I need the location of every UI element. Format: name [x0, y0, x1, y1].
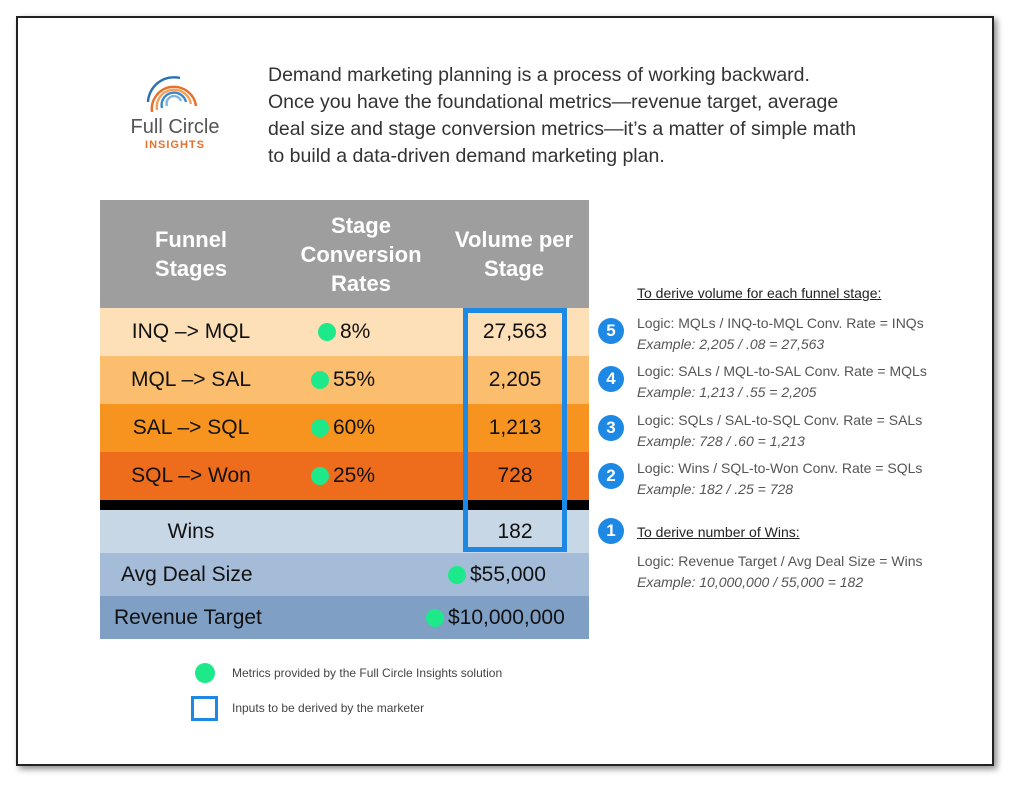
legend-text: Metrics provided by the Full Circle Insi… — [232, 666, 503, 680]
revenue-value: $10,000,000 — [448, 605, 565, 629]
step-example: Example: 1,213 / .55 = 2,205 — [637, 384, 817, 400]
intro-line: Demand marketing planning is a process o… — [268, 64, 810, 86]
rate: 25% — [333, 464, 376, 487]
rate-cell: 8% — [318, 308, 370, 356]
rate: 8% — [340, 320, 371, 343]
wins-label: Wins — [167, 519, 215, 543]
stage-label: SAL –> SQL — [132, 416, 250, 439]
rate-cell: 60% — [311, 404, 375, 452]
rate-cell: 25% — [311, 452, 375, 500]
row-bg — [100, 308, 589, 356]
step-number: 1 — [598, 518, 624, 544]
volume: 728 — [497, 464, 533, 487]
provided-dot — [426, 608, 444, 627]
logo-tagline: INSIGHTS — [145, 139, 205, 151]
provided-dot — [448, 565, 466, 584]
stage-label: SQL –> Won — [131, 464, 251, 487]
divider — [100, 500, 589, 510]
volume: 27,563 — [482, 320, 548, 343]
provided-dot — [311, 371, 329, 389]
derived-outline — [463, 308, 567, 552]
volume: 1,213 — [488, 416, 542, 439]
rate: 55% — [333, 368, 376, 391]
provided-dot — [311, 419, 329, 437]
legend-dot — [195, 663, 215, 683]
step-number: 3 — [598, 415, 624, 441]
step-example: Example: 10,000,000 / 55,000 = 182 — [637, 574, 864, 590]
row-bg — [100, 356, 589, 404]
step-logic: Logic: SALs / MQL-to-SAL Conv. Rate = MQ… — [637, 363, 927, 379]
notes-heading: To derive volume for each funnel stage: — [637, 285, 882, 301]
step-logic: Logic: Revenue Target / Avg Deal Size = … — [637, 553, 923, 569]
deal-size-value: $55,000 — [470, 562, 546, 586]
table-header — [100, 200, 589, 308]
step-logic: Logic: Wins / SQL-to-Won Conv. Rate = SQ… — [637, 460, 923, 476]
stage-label: MQL –> SAL — [130, 368, 252, 391]
provided-dot — [311, 467, 329, 485]
row-bg — [100, 596, 589, 639]
intro-line: deal size and stage conversion metrics—i… — [268, 118, 857, 140]
logo-name: Full Circle — [130, 116, 220, 138]
intro-line: Once you have the foundational metrics—r… — [268, 91, 839, 113]
column-header: Funnel Stages — [154, 227, 228, 281]
deal-size-label: Avg Deal Size — [121, 562, 253, 586]
stage-label: INQ –> MQL — [131, 320, 251, 343]
revenue-cell: $10,000,000 — [426, 596, 565, 639]
row-bg — [100, 452, 589, 500]
step-logic: Logic: SQLs / SAL-to-SQL Conv. Rate = SA… — [637, 412, 923, 428]
step-number: 2 — [598, 463, 624, 489]
deal-size-cell: $55,000 — [448, 553, 546, 596]
revenue-label: Revenue Target — [114, 605, 262, 629]
step-example: Example: 182 / .25 = 728 — [637, 481, 794, 497]
step-number: 4 — [598, 366, 624, 392]
row-bg — [100, 510, 589, 553]
step-logic: Logic: MQLs / INQ-to-MQL Conv. Rate = IN… — [637, 315, 924, 331]
legend-box — [191, 696, 218, 721]
legend-text: Inputs to be derived by the marketer — [232, 701, 425, 715]
logo-mark — [146, 76, 198, 113]
provided-dot — [318, 323, 336, 341]
volume: 2,205 — [488, 368, 542, 391]
step-example: Example: 728 / .60 = 1,213 — [637, 433, 805, 449]
rate-cell: 55% — [311, 356, 375, 404]
rate: 60% — [333, 416, 376, 439]
column-header: Volume per Stage — [454, 227, 574, 281]
wins-heading: To derive number of Wins: — [637, 524, 800, 540]
row-bg — [100, 553, 589, 596]
column-header: Stage Conversion Rates — [300, 212, 422, 296]
wins-value: 182 — [497, 519, 533, 543]
intro-line: to build a data-driven demand marketing … — [268, 145, 665, 167]
row-bg — [100, 404, 589, 452]
step-number: 5 — [598, 318, 624, 344]
step-example: Example: 2,205 / .08 = 27,563 — [637, 336, 825, 352]
